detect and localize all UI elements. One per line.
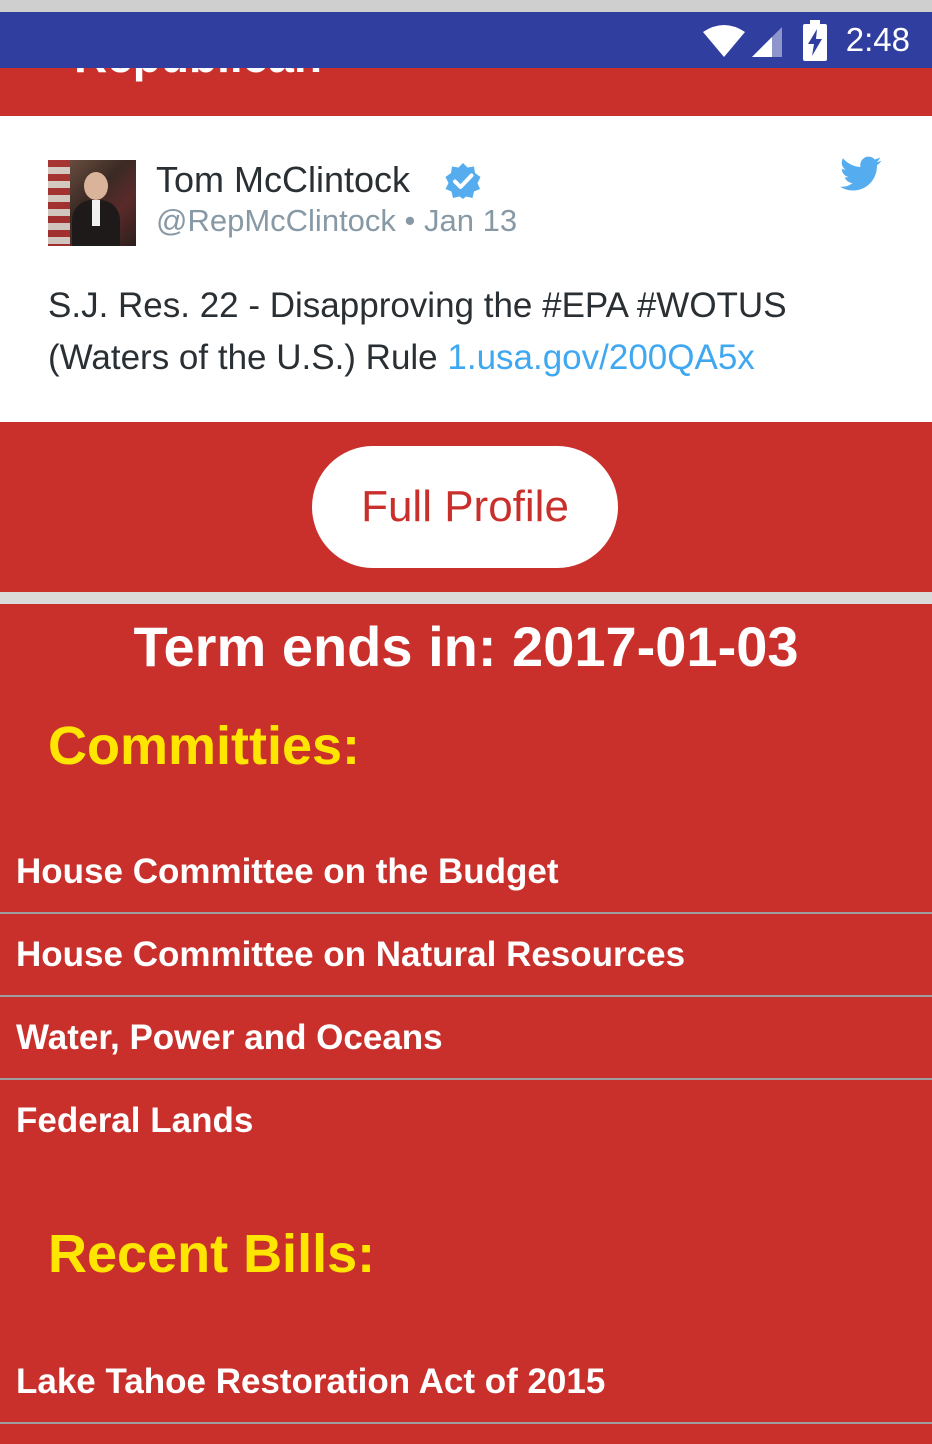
screen-top-edge (0, 0, 932, 12)
twitter-bird-icon[interactable] (840, 156, 882, 192)
committee-name: Federal Lands (16, 1101, 254, 1140)
section-divider (0, 592, 932, 604)
tweet-text-body: S.J. Res. 22 - Disapproving the #EPA #WO… (48, 286, 787, 377)
status-bar: 2:48 (0, 12, 932, 68)
battery-charging-icon (803, 20, 827, 61)
party-label: Republican (74, 68, 322, 84)
party-banner: Republican (0, 68, 932, 116)
bills-list: Lake Tahoe Restoration Act of 2015 (0, 1341, 932, 1424)
committees-heading: Committies: (48, 716, 361, 776)
tweet-meta-separator: • (404, 203, 416, 238)
tweet-date[interactable]: Jan 13 (424, 203, 518, 238)
tweet-text: S.J. Res. 22 - Disapproving the #EPA #WO… (48, 280, 898, 384)
profile-button-area: Full Profile (0, 422, 932, 592)
committee-name: House Committee on the Budget (16, 852, 559, 891)
status-time: 2:48 (845, 21, 910, 58)
tweet-meta: @RepMcClintock • Jan 13 (156, 202, 517, 240)
verified-badge-icon (445, 163, 481, 199)
tweet-link[interactable]: 1.usa.gov/200QA5x (447, 338, 755, 377)
list-item[interactable]: Lake Tahoe Restoration Act of 2015 (0, 1341, 932, 1424)
tweet-handle[interactable]: @RepMcClintock (156, 203, 396, 238)
recent-bills-heading: Recent Bills: (48, 1224, 376, 1284)
committee-name: Water, Power and Oceans (16, 1018, 443, 1057)
list-item[interactable]: Water, Power and Oceans (0, 997, 932, 1080)
list-item[interactable]: Federal Lands (0, 1080, 932, 1163)
list-item[interactable]: House Committee on the Budget (0, 831, 932, 914)
bill-name: Lake Tahoe Restoration Act of 2015 (16, 1362, 606, 1401)
tweet-card[interactable]: Tom McClintock @RepMcClintock • Jan 13 S… (0, 116, 932, 422)
avatar[interactable] (48, 160, 136, 246)
committee-name: House Committee on Natural Resources (16, 935, 686, 974)
tweet-author-name[interactable]: Tom McClintock (156, 159, 411, 200)
cell-signal-icon (752, 27, 782, 57)
full-profile-button[interactable]: Full Profile (312, 446, 618, 568)
term-ends-label: Term ends in: 2017-01-03 (133, 615, 799, 678)
committees-list: House Committee on the Budget House Comm… (0, 831, 932, 1163)
list-item[interactable]: House Committee on Natural Resources (0, 914, 932, 997)
wifi-icon (703, 25, 745, 57)
